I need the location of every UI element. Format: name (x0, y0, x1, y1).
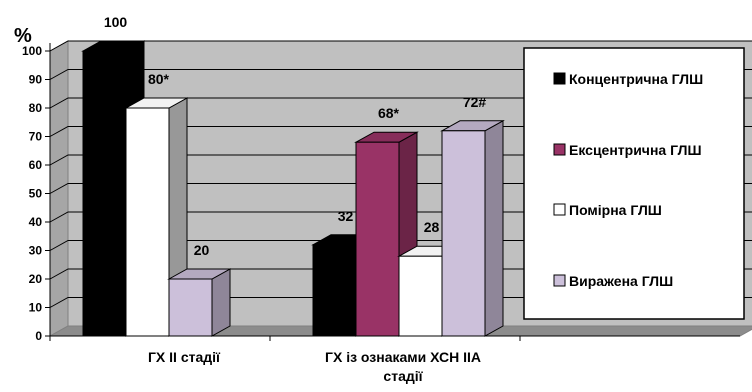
data-label: 28 (424, 219, 440, 235)
data-label: 72# (463, 94, 487, 110)
y-tick-label: 70 (29, 130, 43, 144)
legend-label: Помірна ГЛШ (569, 202, 662, 218)
legend-item: Виражена ГЛШ (553, 273, 673, 289)
bar (167, 268, 232, 337)
x-tick-label: стадії (383, 368, 423, 384)
legend-swatch (553, 72, 566, 85)
data-label: 68* (378, 105, 400, 121)
legend-box (523, 47, 745, 320)
gridline (49, 40, 752, 52)
legend-label: Ексцентрична ГЛШ (569, 142, 702, 158)
y-tick-label: 50 (29, 187, 43, 201)
y-axis-unit: % (14, 25, 32, 47)
legend-swatch (553, 274, 566, 287)
legend-item: Помірна ГЛШ (553, 202, 662, 218)
data-label: 20 (194, 242, 210, 258)
y-tick-label: 60 (29, 158, 43, 172)
y-tick-label: 10 (29, 301, 43, 315)
y-tick-label: 80 (29, 101, 43, 115)
y-tick-label: 0 (35, 329, 42, 343)
legend-item: Ексцентрична ГЛШ (553, 142, 702, 158)
legend-label: Концентрична ГЛШ (569, 71, 703, 87)
y-tick-label: 40 (29, 215, 43, 229)
y-tick-label: 100 (22, 44, 42, 58)
bar (354, 131, 419, 337)
legend-item: Концентрична ГЛШ (553, 71, 703, 87)
data-label: 100 (104, 14, 128, 30)
y-tick-label: 90 (29, 73, 43, 87)
y-axis-ticks: 0 10 20 30 40 50 60 70 80 90 100 (22, 44, 50, 343)
bar (440, 119, 505, 337)
y-tick-label: 20 (29, 272, 43, 286)
legend-swatch (553, 143, 566, 156)
x-axis-labels: ГХ ІІ стадії ГХ із ознаками ХСН ІІА стадії (148, 349, 481, 384)
legend-swatch (553, 203, 566, 216)
data-label: 80* (148, 71, 170, 87)
y-tick-label: 30 (29, 244, 43, 258)
bars (81, 40, 505, 337)
x-tick-label: ГХ ІІ стадії (148, 349, 221, 365)
data-labels: 100 80* 20 32 68* 28 72# (104, 14, 487, 258)
legend: Концентрична ГЛШ Ексцентрична ГЛШ Помірна … (523, 47, 745, 320)
x-tick-label: ГХ із ознаками ХСН ІІА (325, 349, 481, 365)
data-label: 32 (338, 208, 354, 224)
legend-label: Виражена ГЛШ (569, 273, 673, 289)
